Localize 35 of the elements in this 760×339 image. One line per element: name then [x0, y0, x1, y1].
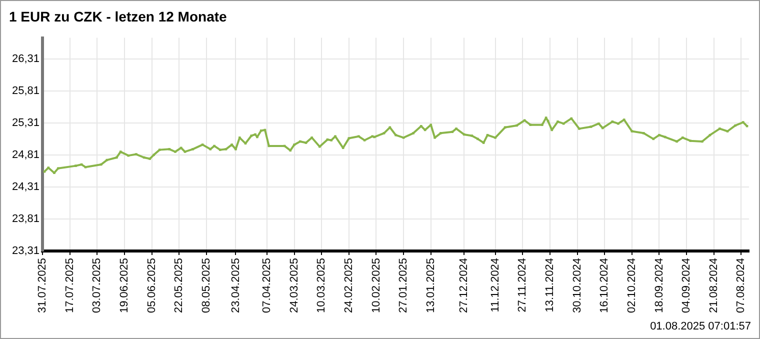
chart-title: 1 EUR zu CZK - letzen 12 Monate [9, 8, 228, 24]
x-tick-label: 11.12.2024 [489, 258, 502, 312]
x-tick-label: 23.04.2025 [230, 258, 242, 314]
y-tick-label: 25,81 [12, 84, 40, 97]
x-tick-label: 17.07.2025 [64, 258, 76, 314]
y-tick-label: 24,81 [12, 148, 40, 161]
x-tick-label: 27.11.2024 [516, 258, 529, 312]
x-tick-label: 05.06.2025 [146, 258, 158, 314]
x-tick-label: 18.09.2024 [653, 258, 666, 314]
x-tick-label: 27.12.2024 [458, 258, 470, 314]
x-tick-label: 04.09.2024 [680, 258, 693, 314]
x-tick-label: 03.07.2025 [91, 258, 104, 314]
x-tick-label: 19.06.2025 [118, 258, 131, 314]
x-tick-label: 24.02.2025 [342, 258, 355, 314]
x-tick-label: 30.10.2024 [571, 258, 584, 314]
y-tick-label: 25,31 [12, 116, 40, 129]
x-tick-label: 13.11.2024 [544, 258, 556, 312]
x-tick-label: 07.04.2025 [260, 258, 273, 314]
text: 01.08.2025 07:01:57 [650, 320, 751, 333]
y-tick-label: 26,31 [12, 52, 40, 65]
y-tick-label: 23,81 [12, 212, 40, 225]
x-tick-label: 10.03.2025 [316, 258, 328, 314]
x-tick-label: 10.02.2025 [370, 258, 382, 314]
x-tick-label: 22.05.2025 [173, 258, 186, 314]
y-tick-label: 23,31 [12, 244, 40, 257]
x-tick-label: 16.10.2024 [598, 258, 611, 314]
x-tick-label: 31.07.2025 [36, 258, 49, 314]
x-tick-label: 02.10.2024 [626, 258, 638, 314]
x-tick-label: 07.08.2024 [735, 258, 748, 314]
x-tick-label: 13.01.2025 [424, 258, 437, 314]
x-tick-label: 08.05.2025 [200, 258, 212, 314]
y-tick-label: 24,31 [12, 180, 40, 193]
x-tick-label: 21.08.2024 [708, 258, 720, 314]
x-tick-label: 24.03.2025 [288, 258, 300, 314]
x-tick-label: 27.01.2025 [398, 258, 410, 314]
